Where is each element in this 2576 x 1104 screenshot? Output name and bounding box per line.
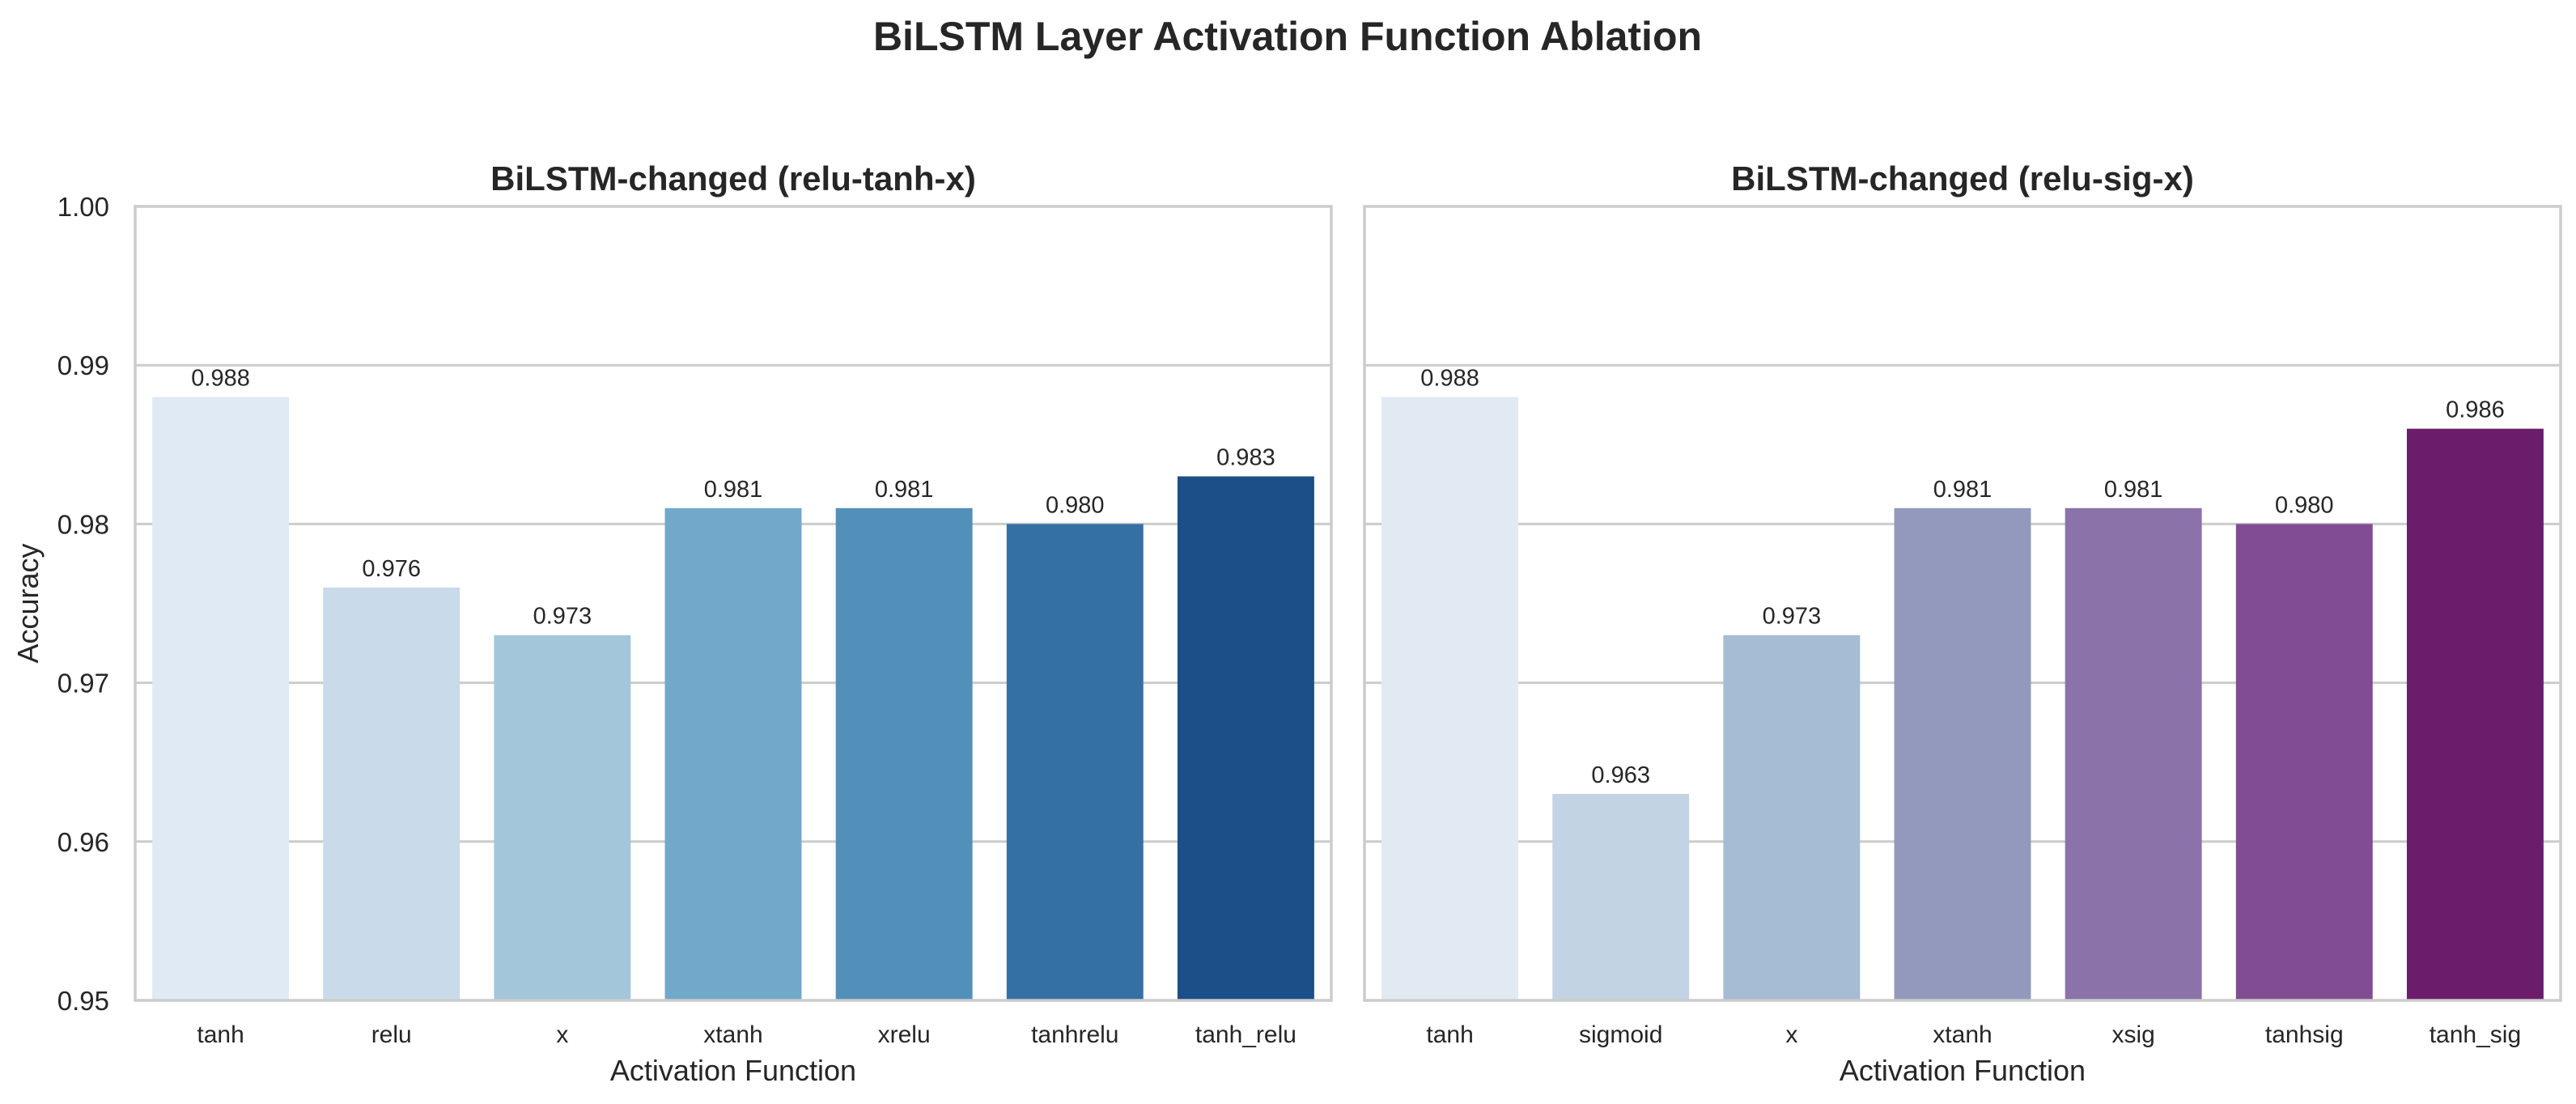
bar-tanh bbox=[152, 397, 290, 1000]
x-tick-label: tanhrelu bbox=[1031, 1021, 1118, 1048]
y-tick-label: 0.97 bbox=[57, 669, 109, 698]
x-tick-label: tanh bbox=[197, 1021, 244, 1048]
figure-title: BiLSTM Layer Activation Function Ablatio… bbox=[873, 14, 1702, 59]
value-label: 0.976 bbox=[362, 556, 421, 582]
bar-tanhsig bbox=[2235, 524, 2373, 1000]
bar-relu bbox=[323, 587, 460, 1000]
subplot-relu-tanh-x: 0.988 tanh 0.976 relu 0.973 x 0.981 xtanh 0.981 x… bbox=[11, 159, 1333, 1087]
bar-xsig bbox=[2065, 507, 2202, 1000]
subplot-title: BiLSTM-changed (relu-sig-x) bbox=[1731, 159, 2194, 197]
x-tick-label: xtanh bbox=[1933, 1021, 1992, 1048]
value-label: 0.981 bbox=[875, 477, 934, 503]
value-label: 0.973 bbox=[533, 604, 592, 630]
value-label: 0.980 bbox=[2275, 492, 2334, 518]
x-tick-label: xsig bbox=[2111, 1021, 2154, 1048]
x-tick-label: tanh bbox=[1426, 1021, 1473, 1048]
value-label: 0.963 bbox=[1591, 762, 1650, 788]
y-tick-label: 0.95 bbox=[57, 986, 109, 1016]
y-tick-label: 0.96 bbox=[57, 827, 109, 857]
x-axis-label: Activation Function bbox=[610, 1054, 856, 1087]
value-label: 0.981 bbox=[2104, 477, 2163, 503]
x-tick-label: x bbox=[1785, 1021, 1797, 1048]
x-axis-label: Activation Function bbox=[1840, 1054, 2086, 1087]
bar-tanh_sig bbox=[2406, 428, 2544, 1000]
value-label: 0.986 bbox=[2446, 397, 2505, 423]
value-label: 0.973 bbox=[1763, 604, 1822, 630]
bar-tanhrelu bbox=[1006, 524, 1144, 1000]
x-tick-label: xtanh bbox=[703, 1021, 762, 1048]
bar-tanh_relu bbox=[1177, 476, 1314, 1000]
value-label: 0.980 bbox=[1046, 492, 1105, 518]
value-label: 0.981 bbox=[1933, 477, 1992, 503]
y-tick-label: 1.00 bbox=[57, 192, 109, 222]
x-tick-label: x bbox=[556, 1021, 568, 1048]
x-tick-label: sigmoid bbox=[1579, 1021, 1662, 1048]
bar-sigmoid bbox=[1552, 793, 1690, 1000]
value-label: 0.988 bbox=[1420, 365, 1479, 391]
bar-xrelu bbox=[835, 507, 973, 1000]
x-tick-label: tanhsig bbox=[2265, 1021, 2344, 1048]
bar-x bbox=[1723, 635, 1861, 1000]
y-tick-label: 0.98 bbox=[57, 509, 109, 539]
bar-xtanh bbox=[664, 507, 802, 1000]
plot-frame bbox=[1363, 205, 2562, 1002]
bar-x bbox=[494, 635, 631, 1000]
plot-frame bbox=[134, 205, 1333, 1002]
x-tick-label: xrelu bbox=[878, 1021, 931, 1048]
x-tick-label: tanh_sig bbox=[2430, 1021, 2521, 1048]
y-tick-label: 0.99 bbox=[57, 350, 109, 380]
x-tick-label: tanh_relu bbox=[1195, 1021, 1296, 1048]
x-tick-label: relu bbox=[371, 1021, 412, 1048]
value-label: 0.983 bbox=[1216, 445, 1275, 471]
subplot-relu-sig-x: 0.988 tanh 0.963 sigmoid 0.973 x 0.981 xtanh 0.9… bbox=[1363, 159, 2562, 1087]
value-label: 0.981 bbox=[704, 477, 763, 503]
value-label: 0.988 bbox=[191, 365, 250, 391]
y-axis-label: Accuracy bbox=[11, 543, 45, 663]
subplot-title: BiLSTM-changed (relu-tanh-x) bbox=[490, 159, 976, 197]
bar-tanh bbox=[1381, 397, 1519, 1000]
bar-xtanh bbox=[1894, 507, 2031, 1000]
